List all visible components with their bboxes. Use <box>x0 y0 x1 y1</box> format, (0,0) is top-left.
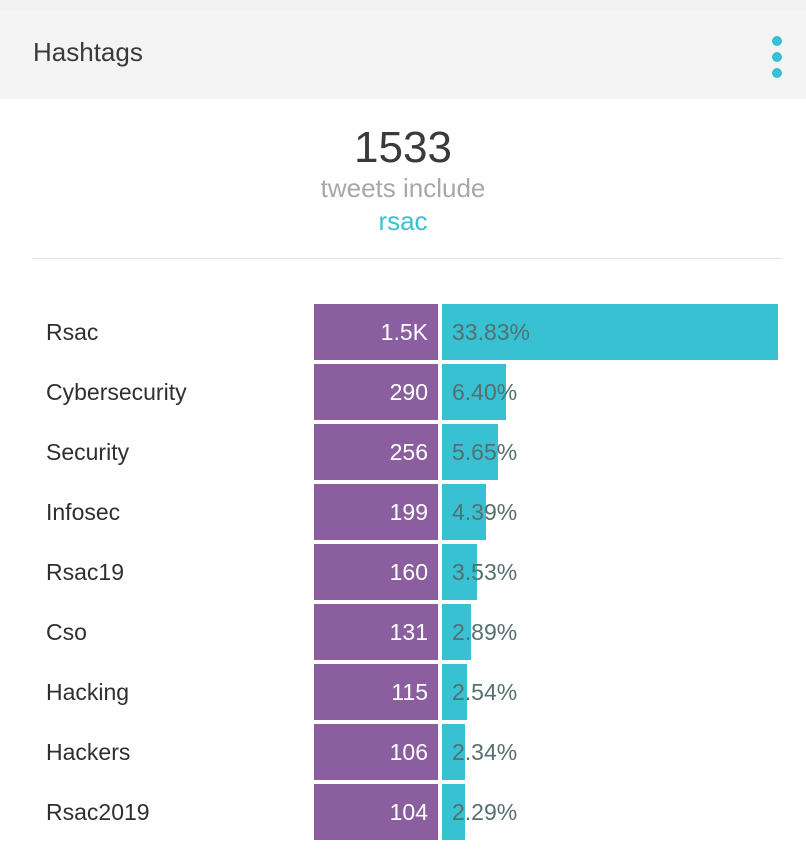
hashtag-percent: 2.54% <box>452 679 518 705</box>
hashtag-share-bar <box>442 724 465 780</box>
hashtag-share-bar <box>442 364 506 420</box>
hashtag-row[interactable]: Hackers 106 2.34% <box>0 724 806 780</box>
hashtag-name: Cybersecurity <box>46 379 187 405</box>
hashtag-name: Cso <box>46 619 87 645</box>
hashtag-count: 104 <box>314 784 438 840</box>
hashtag-row[interactable]: Cso 131 2.89% <box>0 604 806 660</box>
tweet-count: 1533 <box>354 123 452 172</box>
hashtag-percent: 6.40% <box>452 379 518 405</box>
search-term: rsac <box>378 206 428 236</box>
hashtag-count: 1.5K <box>314 304 438 360</box>
hashtags-card: Hashtags 1533 tweets include rsac Rsac 1.… <box>0 10 806 860</box>
hashtag-row[interactable]: Rsac19 160 3.53% <box>0 544 806 600</box>
menu-dot <box>772 36 782 46</box>
hashtag-share-bar <box>442 424 498 480</box>
card-title: Hashtags <box>33 37 143 67</box>
hashtag-row[interactable]: Hacking 115 2.54% <box>0 664 806 720</box>
hashtag-percent: 4.39% <box>452 499 518 525</box>
hashtag-count: 199 <box>314 484 438 540</box>
hashtag-share-bar <box>442 544 477 600</box>
hashtag-name: Hackers <box>46 739 131 765</box>
hashtag-share-bar <box>442 304 778 360</box>
tweet-count-label: tweets include <box>320 173 486 203</box>
hashtag-name: Security <box>46 439 130 465</box>
hashtag-row[interactable]: Infosec 199 4.39% <box>0 484 806 540</box>
hashtag-percent: 5.65% <box>452 439 518 465</box>
hashtag-row[interactable]: Rsac2019 104 2.29% <box>0 784 806 840</box>
hashtag-count: 106 <box>314 724 438 780</box>
hashtag-percent: 2.29% <box>452 799 518 825</box>
hashtag-name: Rsac <box>46 319 99 345</box>
hashtag-name: Rsac2019 <box>46 799 150 825</box>
hashtag-count: 256 <box>314 424 438 480</box>
hashtag-row[interactable]: Security 256 5.65% <box>0 424 806 480</box>
summary: 1533 tweets include rsac <box>0 99 806 259</box>
hashtag-count: 131 <box>314 604 438 660</box>
hashtag-percent: 3.53% <box>452 559 518 585</box>
hashtag-name: Hacking <box>46 679 130 705</box>
hashtag-name: Rsac19 <box>46 559 124 585</box>
hashtag-row[interactable]: Cybersecurity 290 6.40% <box>0 364 806 420</box>
card-header: Hashtags <box>0 10 806 99</box>
hashtag-count: 115 <box>314 664 438 720</box>
hashtag-percent: 2.89% <box>452 619 518 645</box>
hashtag-share-bar <box>442 484 486 540</box>
hashtag-share-bar <box>442 604 471 660</box>
divider <box>32 258 782 259</box>
hashtag-name: Infosec <box>46 499 121 525</box>
hashtag-share-bar <box>442 664 467 720</box>
hashtag-count: 160 <box>314 544 438 600</box>
hashtag-share-bar <box>442 784 465 840</box>
hashtag-row[interactable]: Rsac 1.5K 33.83% <box>0 304 806 360</box>
hashtag-percent: 2.34% <box>452 739 518 765</box>
hashtag-percent: 33.83% <box>452 319 531 345</box>
more-vertical-icon[interactable] <box>764 36 790 78</box>
menu-dot <box>772 52 782 62</box>
hashtag-count: 290 <box>314 364 438 420</box>
menu-dot <box>772 68 782 78</box>
